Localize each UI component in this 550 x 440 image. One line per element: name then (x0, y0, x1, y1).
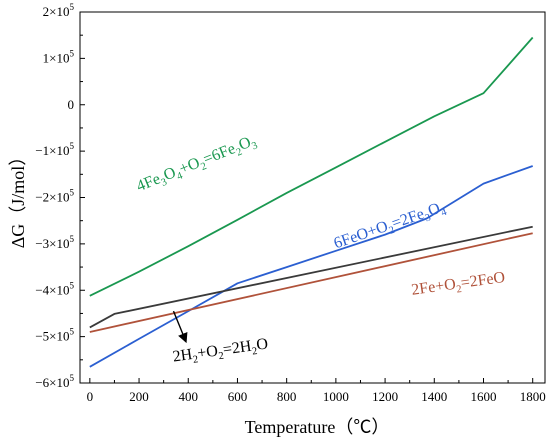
annotation-arrow (172, 310, 188, 344)
series-line-2 (89, 232, 533, 333)
y-tick-label: −3×105 (35, 234, 74, 251)
x-tick-label: 1000 (323, 389, 349, 404)
y-tick-label: 0 (68, 97, 75, 112)
y-tick-label: 1×105 (43, 48, 75, 65)
plot-border (79, 11, 546, 384)
x-tick-label: 1200 (372, 389, 398, 404)
x-tick-label: 1600 (470, 389, 496, 404)
x-tick-label: 1400 (421, 389, 447, 404)
x-axis-title: Temperature（℃） (245, 417, 390, 437)
x-tick-label: 200 (129, 389, 149, 404)
x-tick-label: 800 (277, 389, 297, 404)
annotation-feo-fe3o4: 6FeO+O2=2Fe3O4 (332, 198, 449, 255)
y-tick-label: −1×105 (35, 141, 74, 158)
y-tick-label: −2×105 (35, 188, 74, 205)
series-layer (89, 36, 534, 368)
y-tick-label: −6×105 (35, 373, 74, 390)
series-line-1 (89, 165, 534, 368)
annotation-layer: 4Fe3O4+O2=6Fe2O3 6FeO+O2=2Fe3O4 2Fe+O2=2Fe… (134, 132, 506, 368)
annotation-fe-feo: 2Fe+O2=2FeO (410, 269, 506, 302)
x-tick-label: 600 (228, 389, 248, 404)
annotation-h2-h2o: 2H2+O2=2H2O (172, 335, 270, 368)
axis-ticks: 0 200 400 600 800 1000 1200 1400 1600 1800 2×105 1×… (35, 2, 545, 404)
y-tick-label: −4×105 (35, 280, 74, 297)
y-tick-label: −5×105 (35, 327, 74, 344)
y-tick-label: 2×105 (43, 2, 75, 19)
series-line-0 (89, 36, 534, 297)
x-tick-label: 400 (179, 389, 199, 404)
series-line-3 (89, 225, 533, 329)
annotation-fe3o4-fe2o3: 4Fe3O4+O2=6Fe2O3 (134, 132, 259, 198)
plot-frame (79, 11, 546, 384)
y-axis-title: ΔG（J/mol） (8, 148, 28, 249)
x-tick-label: 0 (87, 389, 94, 404)
x-tick-label: 1800 (520, 389, 546, 404)
